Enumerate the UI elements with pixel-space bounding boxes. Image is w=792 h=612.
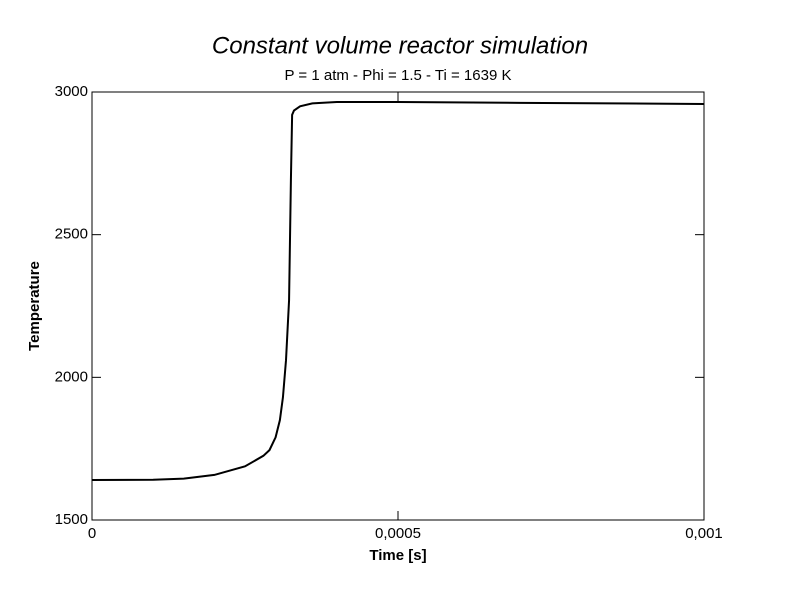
chart-subtitle: P = 1 atm - Phi = 1.5 - Ti = 1639 K xyxy=(285,67,512,84)
y-axis-label: Temperature xyxy=(26,261,43,351)
y-tick-label: 1500 xyxy=(55,511,88,528)
x-tick-label: 0,001 xyxy=(685,525,723,542)
y-tick-label: 2000 xyxy=(55,368,88,385)
x-tick-label: 0 xyxy=(88,525,96,542)
data-line xyxy=(91,100,705,482)
y-tick-label: 2500 xyxy=(55,226,88,243)
x-axis-label: Time [s] xyxy=(369,547,426,564)
plot-frame xyxy=(91,91,705,521)
chart-title: Constant volume reactor simulation xyxy=(212,32,588,59)
y-tick-label: 3000 xyxy=(55,83,88,100)
x-tick-label: 0,0005 xyxy=(375,525,421,542)
